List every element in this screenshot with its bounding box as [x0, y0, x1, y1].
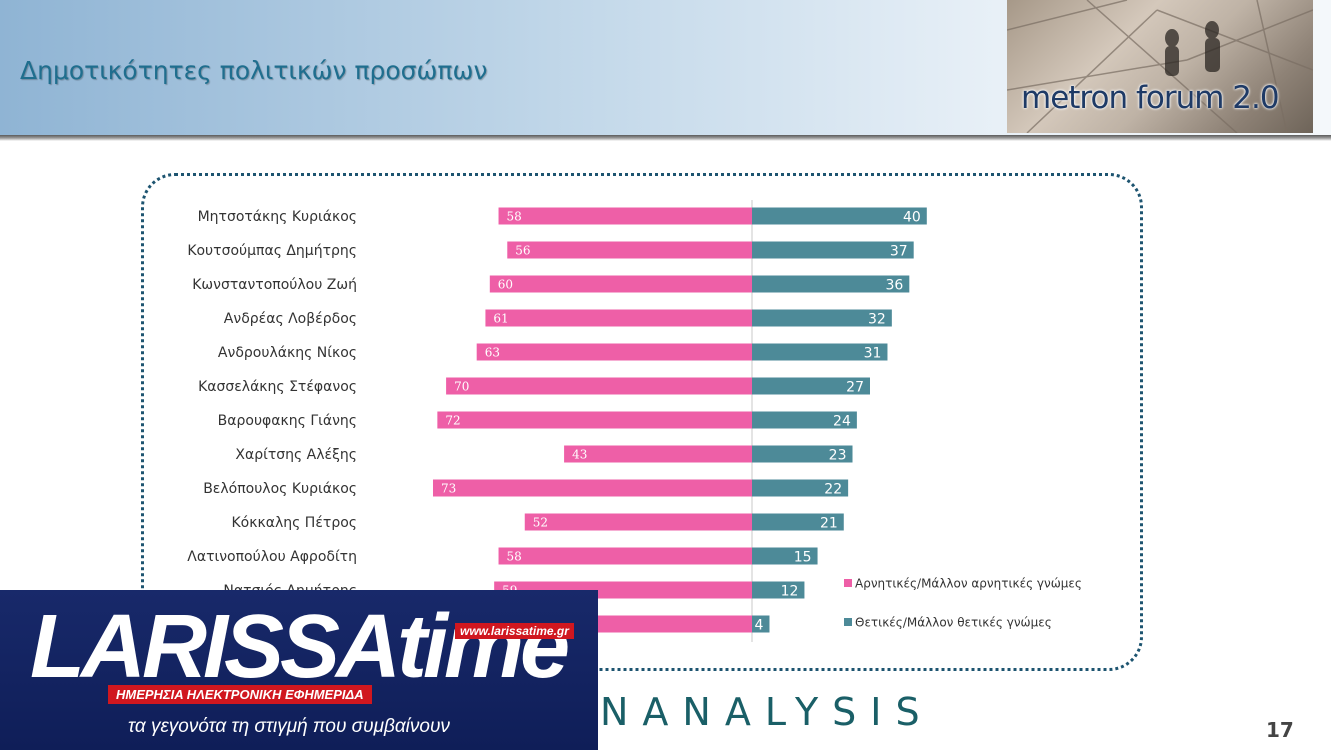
bar-positive-label: 23 [829, 448, 847, 464]
legend-label: Θετικές/Μάλλον θετικές γνώμες [855, 616, 1052, 630]
bar-positive [752, 411, 857, 429]
metron-forum-logo: metron forum 2.0 [1007, 0, 1313, 133]
bar-positive [752, 547, 818, 565]
bar-positive [752, 479, 849, 497]
bar-negative [564, 445, 752, 463]
category-label: Λατινοπούλου Αφροδίτη [187, 549, 357, 565]
bar-positive-label: 24 [833, 414, 851, 430]
bar-negative [485, 309, 752, 327]
logo-text: metron forum 2.0 [1021, 80, 1280, 116]
bar-positive-label: 21 [820, 516, 838, 532]
bar-positive-label: 36 [885, 278, 903, 294]
larissatime-banner: LARISSAtime www.larissatime.gr ΗΜΕΡΗΣΙΑ … [0, 590, 598, 750]
bar-positive [752, 309, 892, 327]
bar-positive [752, 275, 910, 293]
bar-positive-label: 15 [794, 550, 812, 566]
category-label: Κασσελάκης Στέφανος [198, 379, 357, 395]
bar-negative [498, 207, 752, 225]
page-title: Δημοτικότητες πολιτικών προσώπων [20, 56, 488, 85]
bar-positive [752, 241, 914, 259]
bar-negative [437, 411, 752, 429]
legend-swatch [844, 618, 852, 626]
bar-positive [752, 615, 770, 633]
bar-positive [752, 377, 870, 395]
bar-positive [752, 445, 853, 463]
category-label: Μητσοτάκης Κυριάκος [198, 209, 357, 225]
bar-negative-label: 43 [572, 448, 587, 462]
category-label: Ανδρουλάκης Νίκος [218, 345, 357, 361]
bar-positive-label: 12 [781, 584, 799, 600]
bar-negative-label: 72 [445, 414, 460, 428]
bar-positive-label: 31 [864, 346, 882, 362]
bar-negative-label: 61 [493, 312, 508, 326]
bar-negative-label: 63 [485, 346, 500, 360]
bar-positive-label: 40 [903, 210, 921, 226]
bar-negative [498, 547, 752, 565]
bar-negative [489, 275, 752, 293]
category-label: Κόκκαλης Πέτρος [232, 515, 358, 531]
bar-positive [752, 581, 805, 599]
category-label: Βελόπουλος Κυριάκος [203, 481, 357, 497]
bar-negative-label: 73 [441, 482, 456, 496]
bar-positive-label: 37 [890, 244, 908, 260]
category-label: Κουτσούμπας Δημήτρης [187, 243, 357, 259]
banner-tagline: τα γεγονότα τη στιγμή που συμβαίνουν [128, 716, 450, 737]
bar-positive-label: 22 [824, 482, 842, 498]
page-number: 17 [1266, 718, 1294, 742]
chart-legend: Αρνητικές/Μάλλον αρνητικές γνώμες Θετικές… [844, 577, 1082, 630]
bar-positive [752, 343, 888, 361]
banner-brand: LARISSAtime [30, 597, 570, 697]
bar-positive-label: 32 [868, 312, 886, 328]
bar-negative-label: 58 [507, 550, 522, 564]
bar-negative [524, 513, 752, 531]
legend-label: Αρνητικές/Μάλλον αρνητικές γνώμες [855, 577, 1082, 591]
footer-brand: NANALYSIS [600, 690, 934, 734]
bar-positive-label: 4 [755, 618, 764, 634]
bar-negative-label: 58 [507, 210, 522, 224]
header-shadow [0, 135, 1331, 141]
bar-negative [446, 377, 752, 395]
category-label: Ανδρέας Λοβέρδος [224, 311, 357, 327]
bar-negative [432, 479, 752, 497]
bar-negative [507, 241, 752, 259]
bar-negative [476, 343, 752, 361]
banner-url[interactable]: www.larissatime.gr [455, 623, 574, 639]
banner-subtitle: ΗΜΕΡΗΣΙΑ ΗΛΕΚΤΡΟΝΙΚΗ ΕΦΗΜΕΡΙΔΑ [108, 685, 372, 704]
bar-positive [752, 207, 927, 225]
category-label: Βαρουφακης Γιάνης [218, 413, 357, 429]
logo-background-pattern [1007, 0, 1313, 133]
bar-negative-label: 60 [498, 278, 513, 292]
bar-positive-label: 27 [846, 380, 864, 396]
bar-positive [752, 513, 844, 531]
chart-frame [141, 173, 1143, 671]
bar-negative-label: 52 [533, 516, 548, 530]
category-label: Κωνσταντοπούλου Ζωή [192, 277, 357, 293]
bar-negative-label: 56 [515, 244, 530, 258]
category-label: Χαρίτσης Αλέξης [235, 447, 357, 463]
bar-negative-label: 70 [454, 380, 469, 394]
legend-swatch [844, 579, 852, 587]
chart-bars: Μητσοτάκης Κυριάκος 58 40 Κουτσούμπας Δημήτ… [187, 200, 927, 642]
